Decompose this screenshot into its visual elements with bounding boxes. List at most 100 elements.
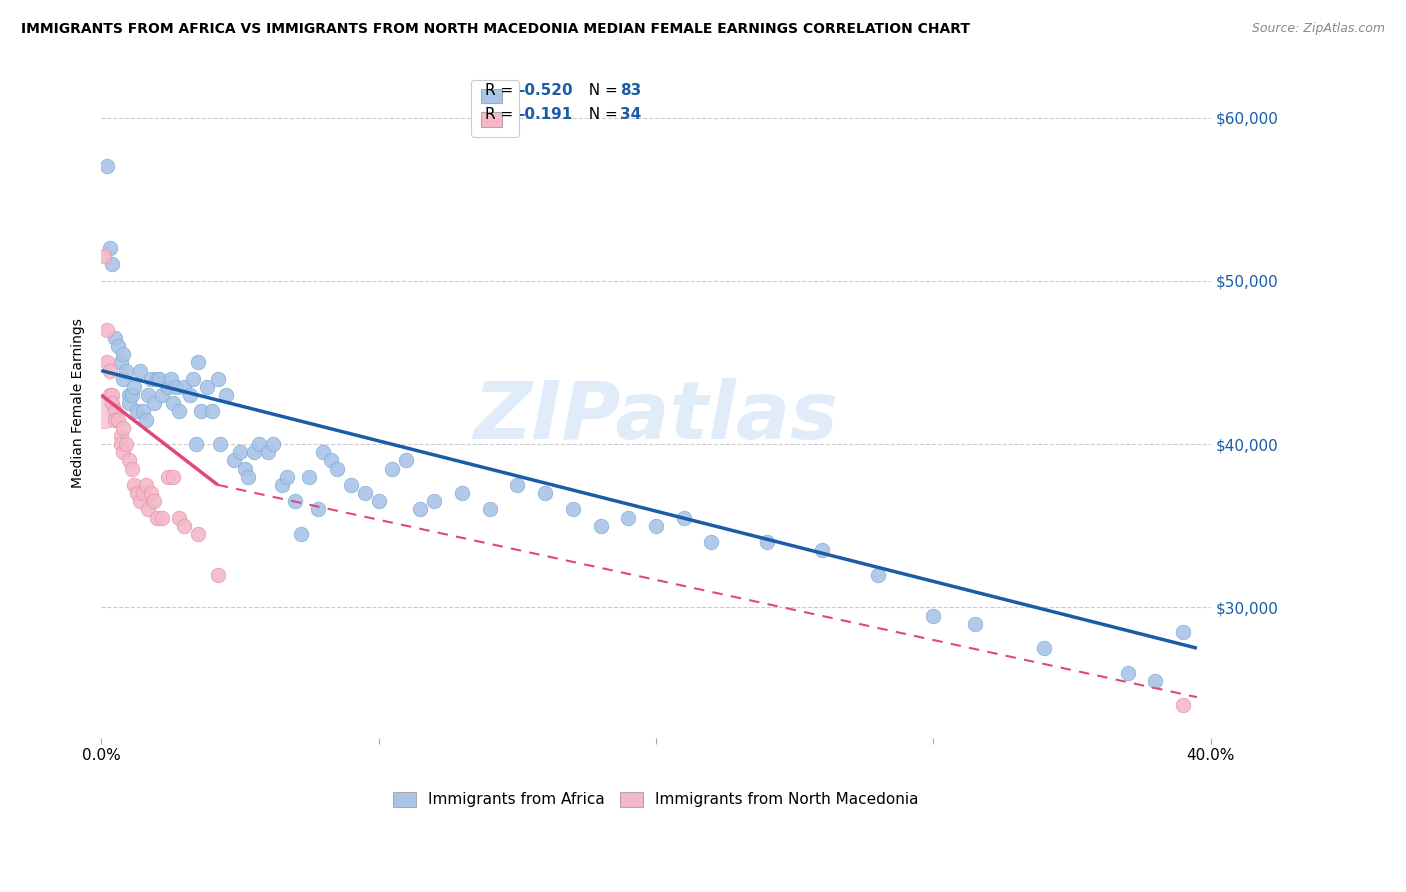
Point [165,380,187,394]
Point [963,616,986,631]
Point [112,421,135,435]
Text: R =: R = [485,83,517,98]
Point [247,437,270,451]
Point [270,478,292,492]
Point [235,461,257,475]
Point [121,388,143,402]
Point [215,388,238,402]
Legend: Immigrants from Africa, Immigrants from North Macedonia: Immigrants from Africa, Immigrants from … [387,786,925,814]
Point [589,518,612,533]
Point [167,404,190,418]
Point [135,478,157,492]
Point [866,567,889,582]
Point [561,502,583,516]
Point [93,249,115,263]
Point [150,510,173,524]
Point [1144,673,1167,688]
Point [150,388,173,402]
Point [209,437,232,451]
Point [340,478,363,492]
Point [110,429,132,443]
Point [307,502,329,516]
Point [101,257,124,271]
Point [118,396,141,410]
Point [101,388,124,402]
Point [121,461,143,475]
Text: -0.520: -0.520 [517,83,572,98]
Point [112,372,135,386]
Point [110,355,132,369]
Point [617,510,640,524]
Point [138,388,160,402]
Point [139,372,162,386]
Point [156,469,179,483]
Text: -0.191: -0.191 [517,107,572,122]
Point [207,372,229,386]
Point [312,445,335,459]
Text: N =: N = [579,107,623,122]
Point [112,347,135,361]
Point [135,412,157,426]
Point [167,510,190,524]
Point [262,437,284,451]
Point [181,372,204,386]
Point [132,486,155,500]
Point [811,543,834,558]
Point [138,502,160,516]
Point [190,404,212,418]
Point [256,445,278,459]
Point [224,453,246,467]
Point [1171,624,1194,639]
Point [238,469,260,483]
Point [409,502,432,516]
Point [179,388,201,402]
Point [242,445,264,459]
Point [129,494,152,508]
Point [115,437,138,451]
Point [124,380,146,394]
Text: R =: R = [485,107,523,122]
Point [298,469,321,483]
Point [104,331,127,345]
Point [139,486,162,500]
Point [124,478,146,492]
Point [115,363,138,377]
Point [184,437,207,451]
Point [104,412,127,426]
Point [645,518,668,533]
Point [132,404,155,418]
Point [478,502,501,516]
Point [98,241,121,255]
Point [96,323,118,337]
Point [395,453,418,467]
Point [110,437,132,451]
Point [107,412,129,426]
Point [755,535,778,549]
Point [118,453,141,467]
Text: Source: ZipAtlas.com: Source: ZipAtlas.com [1251,22,1385,36]
Point [276,469,298,483]
Point [195,380,218,394]
Point [145,510,167,524]
Point [353,486,375,500]
Point [93,404,115,418]
Point [98,363,121,377]
Point [381,461,404,475]
Point [101,396,124,410]
Point [104,404,127,418]
Point [127,486,149,500]
Point [127,404,149,418]
Point [207,567,229,582]
Point [326,461,349,475]
Text: N =: N = [579,83,623,98]
Point [112,445,135,459]
Point [284,494,307,508]
Point [1171,698,1194,713]
Text: IMMIGRANTS FROM AFRICA VS IMMIGRANTS FROM NORTH MACEDONIA MEDIAN FEMALE EARNINGS: IMMIGRANTS FROM AFRICA VS IMMIGRANTS FRO… [21,22,970,37]
Point [96,160,118,174]
Point [159,372,181,386]
Point [229,445,252,459]
Point [156,380,179,394]
Point [162,469,184,483]
Point [423,494,446,508]
